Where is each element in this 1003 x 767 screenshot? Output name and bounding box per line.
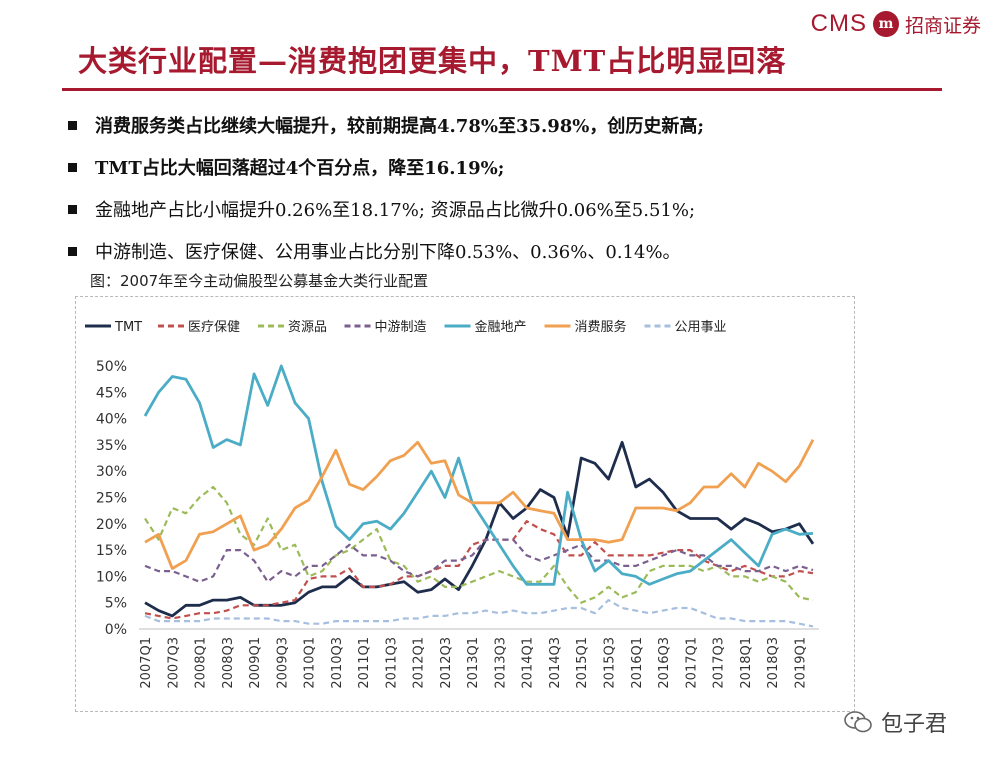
chart-frame [75,296,855,712]
series-line [144,485,814,604]
y-tick-label: 20% [96,517,127,533]
logo-text: CMS [810,10,867,37]
x-tick-label: 2012Q1 [412,637,427,689]
y-tick-label: 50% [96,359,127,375]
legend-label: 医疗保健 [188,320,240,335]
x-tick-label: 2008Q1 [194,637,209,689]
x-tick-label: 2012Q3 [439,637,454,689]
y-tick-label: 45% [96,385,127,401]
x-tick-label: 2015Q3 [603,637,618,689]
logo-emblem-icon: m [872,11,899,37]
series-line [144,599,814,628]
x-tick-label: 2014Q3 [548,637,563,689]
x-tick-label: 2007Q1 [139,637,154,689]
x-tick-label: 2017Q1 [684,637,699,689]
figure-caption: 图：2007年至今主动偏股型公募基金大类行业配置 [90,272,429,290]
y-tick-label: 0% [105,622,127,638]
x-tick-label: 2011Q1 [357,637,372,689]
bullet-square-icon [68,246,77,256]
watermark-text: 包子君 [881,712,948,737]
legend-label: 消费服务 [575,319,627,335]
bullet-square-icon [68,120,77,130]
bullet-list: 消费服务类占比继续大幅提升，较前期提高4.78%至35.98%，创历史新高; T… [68,104,704,272]
y-tick-label: 5% [105,596,127,612]
series-line [143,364,814,586]
x-tick-label: 2014Q1 [521,637,536,689]
wechat-icon [844,711,872,733]
title-divider [62,88,942,91]
x-tick-label: 2013Q1 [466,637,481,689]
y-tick-label: 40% [96,412,127,428]
bullet-text: 金融地产占比小幅提升0.26%至18.17%; 资源品占比微升0.06%至5.5… [95,200,696,221]
x-tick-label: 2010Q3 [330,637,345,689]
x-tick-label: 2016Q3 [657,637,672,689]
series-line [144,439,815,570]
x-tick-label: 2013Q3 [493,637,508,689]
y-tick-label: 30% [96,464,127,480]
company-logo: CMS m 招商证券 [811,10,981,38]
bullet-square-icon [68,204,77,214]
bullet-item: 消费服务类占比继续大幅提升，较前期提高4.78%至35.98%，创历史新高; [68,104,704,146]
legend-label: 公用事业 [675,320,727,335]
bullet-item: 金融地产占比小幅提升0.26%至18.17%; 资源品占比微升0.06%至5.5… [68,188,704,230]
line-chart: TMT 医疗保健 资源品 中游制造 金融地产 消费服务 公用事业 0% 5% 10% 15% 20% 2… [85,319,819,689]
legend-label: 中游制造 [375,320,427,335]
series-line [144,538,814,583]
x-tick-label: 2018Q3 [766,637,781,689]
y-tick-label: 25% [96,491,127,507]
logo-chinese-name: 招商证券 [904,14,981,37]
x-tick-label: 2018Q1 [739,637,754,689]
legend-label: 金融地产 [475,319,527,335]
x-tick-label: 2007Q3 [166,637,181,689]
y-tick-label: 35% [96,438,127,454]
legend-label: 资源品 [288,320,327,335]
x-tick-label: 2009Q1 [248,637,263,689]
bullet-text: 中游制造、医疗保健、公用事业占比分别下降0.53%、0.36%、0.14%。 [95,242,681,263]
bullet-item: 中游制造、医疗保健、公用事业占比分别下降0.53%、0.36%、0.14%。 [68,230,704,272]
bullet-text: 消费服务类占比继续大幅提升，较前期提高4.78%至35.98%，创历史新高; [95,116,705,137]
x-tick-label: 2017Q3 [712,637,727,689]
bullet-item: TMT占比大幅回落超过4个百分点，降至16.19%; [68,146,704,188]
x-tick-label: 2016Q1 [630,637,645,689]
slide-title: 大类行业配置—消费抱团更集中，TMT占比明显回落 [78,44,787,78]
bullet-square-icon [68,162,77,172]
legend-label: TMT [114,320,142,335]
x-tick-label: 2019Q1 [793,637,808,689]
x-tick-label: 2010Q1 [303,637,318,689]
series-line [144,520,814,620]
x-tick-label: 2008Q3 [221,637,236,689]
y-tick-label: 10% [96,569,127,585]
x-tick-label: 2015Q1 [575,637,590,689]
bullet-text: TMT占比大幅回落超过4个百分点，降至16.19%; [95,158,505,179]
watermark: 包子君 [843,706,947,738]
y-tick-label: 15% [96,543,127,559]
x-tick-label: 2011Q3 [384,637,399,689]
x-tick-label: 2009Q3 [275,637,290,689]
